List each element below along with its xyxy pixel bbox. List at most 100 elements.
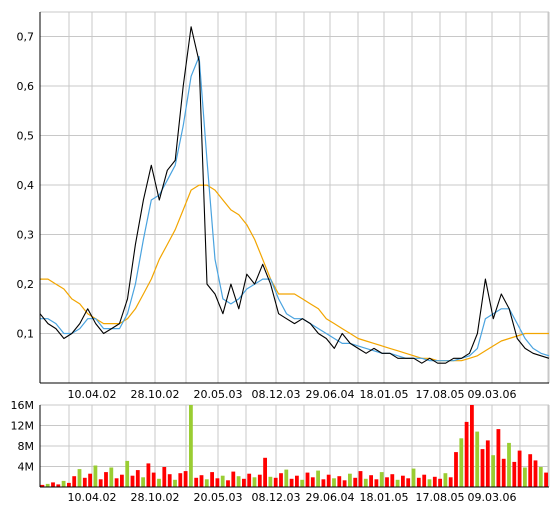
price-y-tick-label: 0,6 (17, 80, 35, 93)
price-x-axis-labels: 10.04.02 28.10.02 20.05.03 08.12.03 29.06.04… (68, 388, 517, 401)
volume-bar (98, 479, 103, 487)
volume-y-axis-labels: 4M 8M 12M 16M (11, 399, 35, 474)
price-x-tick-label: 10.04.02 (68, 388, 117, 401)
volume-axes (39, 405, 549, 488)
volume-bar (454, 452, 458, 487)
price-y-tick-label: 0,3 (17, 229, 35, 242)
price-x-tick-label: 17.08.05 (416, 388, 465, 401)
price-x-tick-label: 08.12.03 (252, 388, 301, 401)
volume-bar (363, 478, 368, 487)
volume-bar (379, 472, 384, 487)
volume-bar (273, 477, 278, 487)
price-y-tick-label: 0,2 (17, 278, 35, 291)
volume-bar (67, 482, 71, 487)
volume-bar (77, 469, 82, 487)
price-y-tick-label: 0,1 (17, 328, 35, 341)
volume-y-tick-label: 12M (11, 420, 35, 433)
volume-bar (310, 477, 315, 487)
volume-x-tick-label: 09.03.06 (468, 491, 517, 504)
volume-y-tick-label: 4M (18, 461, 35, 474)
volume-x-tick-label: 20.05.03 (194, 491, 243, 504)
volume-bar (220, 475, 225, 487)
price-y-tick-label: 0,5 (17, 130, 35, 143)
price-x-tick-label: 29.06.04 (306, 388, 355, 401)
volume-bar (189, 405, 193, 487)
volume-y-tick-label: 8M (18, 440, 35, 453)
volume-bar (289, 478, 294, 487)
volume-bar (448, 477, 453, 487)
volume-bar (199, 475, 204, 487)
price-y-axis-labels: 0,1 0,2 0,3 0,4 0,5 0,6 0,7 (17, 31, 35, 341)
volume-bar (512, 461, 517, 487)
volume-bar (401, 475, 405, 487)
volume-bar (82, 477, 87, 487)
volume-bar (162, 467, 167, 487)
volume-bar (120, 474, 124, 487)
volume-bar (183, 471, 188, 487)
volume-bar (491, 455, 495, 487)
volume-bar (146, 463, 151, 487)
volume-bars (40, 405, 548, 488)
price-axes (39, 12, 549, 384)
volume-bar (279, 473, 283, 487)
volume-bar (109, 467, 114, 487)
volume-bar (427, 479, 432, 487)
price-line (39, 26, 550, 364)
volume-bar (72, 476, 77, 487)
volume-bar (369, 475, 373, 487)
price-panel: 0,1 0,2 0,3 0,4 0,5 0,6 0,7 10.04.02 28.10.02 20… (17, 11, 550, 401)
volume-bar (88, 473, 92, 487)
volume-bar (507, 442, 511, 487)
volume-bar (385, 477, 389, 487)
volume-bar (204, 479, 209, 487)
volume-bar (443, 473, 448, 487)
short-average-line (40, 55, 550, 362)
volume-bar (263, 457, 267, 487)
volume-y-tick-label: 16M (11, 399, 35, 412)
volume-bar (252, 477, 257, 487)
volume-bar (438, 478, 442, 487)
volume-bar (130, 475, 135, 487)
volume-bar (390, 474, 395, 487)
volume-bar (533, 460, 538, 487)
volume-panel: 4M 8M 12M 16M 10.04.02 28.10.02 20.05.03 08.12… (11, 399, 550, 504)
volume-bar (422, 474, 427, 487)
volume-bar (406, 478, 411, 487)
volume-bar (226, 480, 230, 487)
volume-bar (236, 476, 241, 487)
volume-bar (332, 478, 336, 487)
volume-x-axis-labels: 10.04.02 28.10.02 20.05.03 08.12.03 29.06.04… (68, 491, 517, 504)
volume-x-tick-label: 29.06.04 (306, 491, 355, 504)
volume-x-tick-label: 17.08.05 (416, 491, 465, 504)
volume-bar (141, 477, 145, 487)
volume-bar (157, 478, 161, 487)
volume-bar (305, 472, 310, 487)
volume-bar (295, 475, 299, 487)
volume-x-tick-label: 08.12.03 (252, 491, 301, 504)
volume-x-tick-label: 18.01.05 (360, 491, 409, 504)
volume-bar (480, 449, 485, 487)
price-series (39, 26, 550, 364)
volume-bar (517, 450, 522, 487)
volume-bar (395, 479, 400, 487)
volume-bar (358, 471, 363, 487)
volume-bar (326, 474, 331, 487)
volume-bar (194, 477, 199, 487)
volume-bar (374, 479, 379, 487)
volume-bar (114, 478, 119, 487)
price-x-tick-label: 20.05.03 (194, 388, 243, 401)
volume-bar (496, 429, 501, 487)
volume-bar (432, 476, 437, 488)
volume-bar (464, 421, 469, 487)
volume-x-tick-label: 28.10.02 (131, 491, 180, 504)
volume-bar (135, 470, 140, 487)
volume-grid (39, 404, 550, 487)
price-x-tick-label: 09.03.06 (468, 388, 517, 401)
volume-bar (485, 440, 490, 487)
volume-bar (51, 482, 55, 487)
volume-bar (523, 467, 527, 487)
volume-bar (528, 454, 533, 487)
volume-bar (210, 472, 214, 487)
volume-bar (353, 477, 358, 487)
volume-bar (247, 473, 252, 487)
